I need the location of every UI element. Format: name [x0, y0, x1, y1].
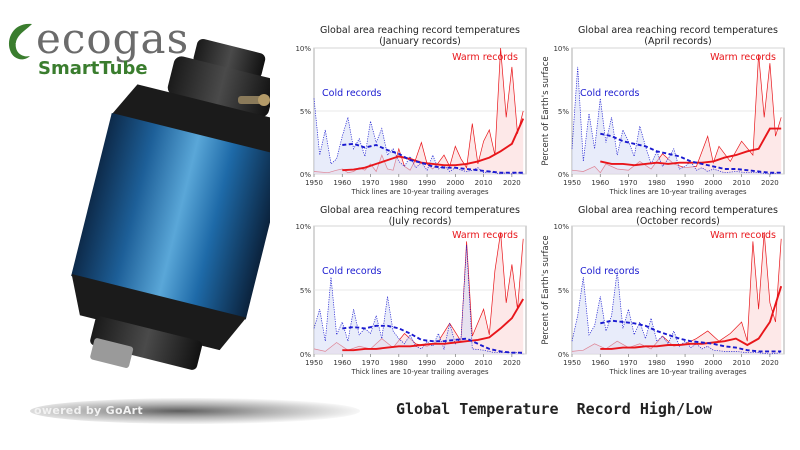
watermark-text: owered by GoArt [34, 404, 143, 417]
cold-records-area [314, 245, 524, 354]
x-tick-label: 1960 [591, 359, 609, 367]
chart-1: Global area reaching record temperatures… [541, 25, 785, 196]
x-tick-label: 2000 [446, 179, 464, 187]
cold-records-average-line [342, 142, 524, 174]
x-tick-label: 2020 [761, 359, 779, 367]
brand-logo: ecogas SmartTube [4, 14, 188, 84]
x-tick-label: 2000 [446, 359, 464, 367]
charts-panel: Global area reaching record temperatures… [276, 18, 796, 380]
x-tick-label: 1990 [418, 179, 436, 187]
chart-subtitle: (July records) [389, 216, 452, 227]
x-tick-label: 2010 [733, 179, 751, 187]
logo-subtitle: SmartTube [38, 58, 148, 79]
cold-records-label: Cold records [322, 88, 381, 99]
y-tick-label: 0% [558, 351, 569, 359]
warm-records-label: Warm records [710, 230, 776, 241]
y-tick-label: 10% [553, 45, 569, 53]
x-tick-label: 2000 [704, 179, 722, 187]
x-tick-label: 2020 [761, 179, 779, 187]
x-tick-label: 1960 [333, 179, 351, 187]
x-tick-label: 1990 [676, 179, 694, 187]
cold-records-line [571, 270, 782, 355]
x-tick-label: 1950 [563, 359, 581, 367]
x-axis-label: Thick lines are 10-year trailing average… [350, 368, 489, 376]
x-tick-label: 1960 [591, 179, 609, 187]
warm-records-average-line [600, 127, 782, 167]
cold-records-average-line [342, 324, 524, 354]
x-tick-label: 1970 [362, 179, 380, 187]
warm-records-area [314, 48, 524, 174]
chart-subtitle: (October records) [636, 216, 720, 227]
y-tick-label: 0% [300, 351, 311, 359]
warm-records-label: Warm records [710, 52, 776, 63]
product-image [71, 38, 270, 370]
x-tick-label: 1990 [418, 359, 436, 367]
warm-records-average-line [342, 118, 525, 172]
y-tick-label: 10% [295, 45, 311, 53]
cold-records-area [572, 270, 782, 354]
x-axis-label: Thick lines are 10-year trailing average… [350, 188, 489, 196]
cold-records-line [571, 66, 782, 175]
warm-records-label: Warm records [452, 52, 518, 63]
x-tick-label: 1980 [648, 179, 666, 187]
x-tick-label: 1970 [620, 179, 638, 187]
x-tick-label: 1960 [333, 359, 351, 367]
cold-records-area [572, 66, 782, 174]
chart-0: Global area reaching record temperatures… [295, 25, 527, 196]
x-tick-label: 1970 [620, 359, 638, 367]
warm-records-average-line [600, 285, 783, 350]
x-tick-label: 1970 [362, 359, 380, 367]
x-tick-label: 1950 [305, 179, 323, 187]
warm-records-area [572, 54, 782, 174]
y-tick-label: 10% [553, 223, 569, 231]
cold-records-label: Cold records [580, 88, 639, 99]
x-tick-label: 1980 [648, 359, 666, 367]
cold-records-average-line [600, 319, 782, 353]
caption-text: Global Temperature Record High/Low [396, 400, 713, 418]
chart-subtitle: (April records) [644, 36, 711, 47]
chart-3: Global area reaching record temperatures… [541, 205, 785, 376]
chart-2: Global area reaching record temperatures… [295, 205, 527, 376]
chart-title: Global area reaching record temperatures [578, 205, 778, 216]
cold-records-line [313, 245, 524, 355]
y-tick-label: 0% [300, 171, 311, 179]
y-tick-label: 5% [300, 287, 311, 295]
chart-subtitle: (January records) [379, 36, 461, 47]
logo-wordmark: ecogas [36, 14, 190, 63]
chart-title: Global area reaching record temperatures [320, 25, 520, 36]
x-tick-label: 1950 [305, 359, 323, 367]
product-shadow [30, 398, 360, 424]
x-axis-label: Thick lines are 10-year trailing average… [608, 368, 747, 376]
warm-records-label: Warm records [452, 230, 518, 241]
y-tick-label: 5% [300, 108, 311, 116]
warm-records-area [572, 232, 782, 354]
chart-title: Global area reaching record temperatures [320, 205, 520, 216]
x-tick-label: 2010 [475, 179, 493, 187]
y-axis-label: Percent of Earth's surface [541, 235, 551, 344]
x-tick-label: 1950 [563, 179, 581, 187]
y-tick-label: 5% [558, 287, 569, 295]
x-tick-label: 2010 [733, 359, 751, 367]
leaf-e-icon [8, 23, 33, 60]
x-tick-label: 1990 [676, 359, 694, 367]
x-tick-label: 1980 [390, 359, 408, 367]
y-axis-label: Percent of Earth's surface [541, 56, 551, 165]
warm-records-average-line [342, 298, 525, 352]
x-tick-label: 2000 [704, 359, 722, 367]
x-tick-label: 1980 [390, 179, 408, 187]
y-tick-label: 0% [558, 171, 569, 179]
chart-title: Global area reaching record temperatures [578, 25, 778, 36]
cold-records-label: Cold records [580, 266, 639, 277]
cold-records-area [314, 98, 524, 174]
y-tick-label: 10% [295, 223, 311, 231]
x-tick-label: 2020 [503, 179, 521, 187]
cold-records-average-line [600, 132, 782, 174]
x-axis-label: Thick lines are 10-year trailing average… [608, 188, 747, 196]
y-tick-label: 5% [558, 108, 569, 116]
x-tick-label: 2010 [475, 359, 493, 367]
x-tick-label: 2020 [503, 359, 521, 367]
cold-records-label: Cold records [322, 266, 381, 277]
